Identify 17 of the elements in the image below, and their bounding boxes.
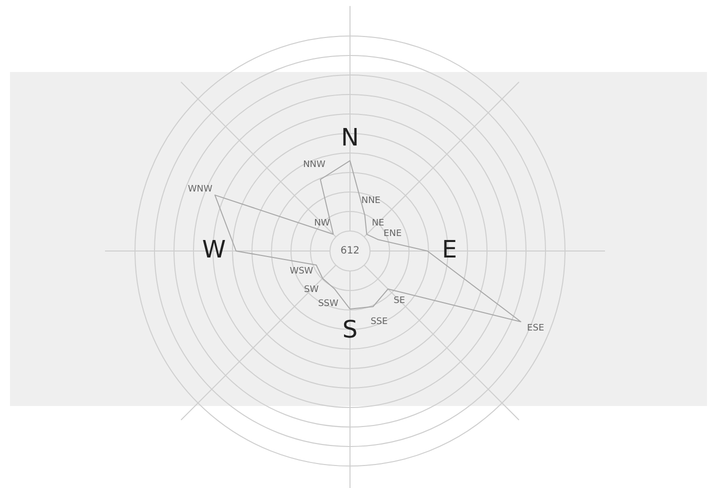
- spoke-label: N: [341, 123, 359, 152]
- spoke-label: W: [202, 236, 226, 264]
- spoke-label: NE: [372, 218, 385, 228]
- spoke-label: NNE: [361, 196, 381, 206]
- spoke-label: NW: [314, 218, 330, 228]
- spoke-label: WSW: [290, 266, 314, 277]
- spoke-label: E: [442, 236, 457, 264]
- spoke-label: ENE: [384, 228, 402, 239]
- spoke-label: WNW: [188, 184, 213, 194]
- text: 612: [340, 246, 360, 257]
- spoke-label: SSW: [318, 298, 339, 309]
- spoke-label: SSE: [370, 316, 388, 327]
- spoke-label: ESE: [527, 323, 544, 334]
- spoke-label: S: [342, 316, 358, 344]
- spoke-label: SE: [394, 296, 406, 306]
- spoke-label: SW: [304, 285, 319, 296]
- spoke-label: NNW: [303, 160, 326, 170]
